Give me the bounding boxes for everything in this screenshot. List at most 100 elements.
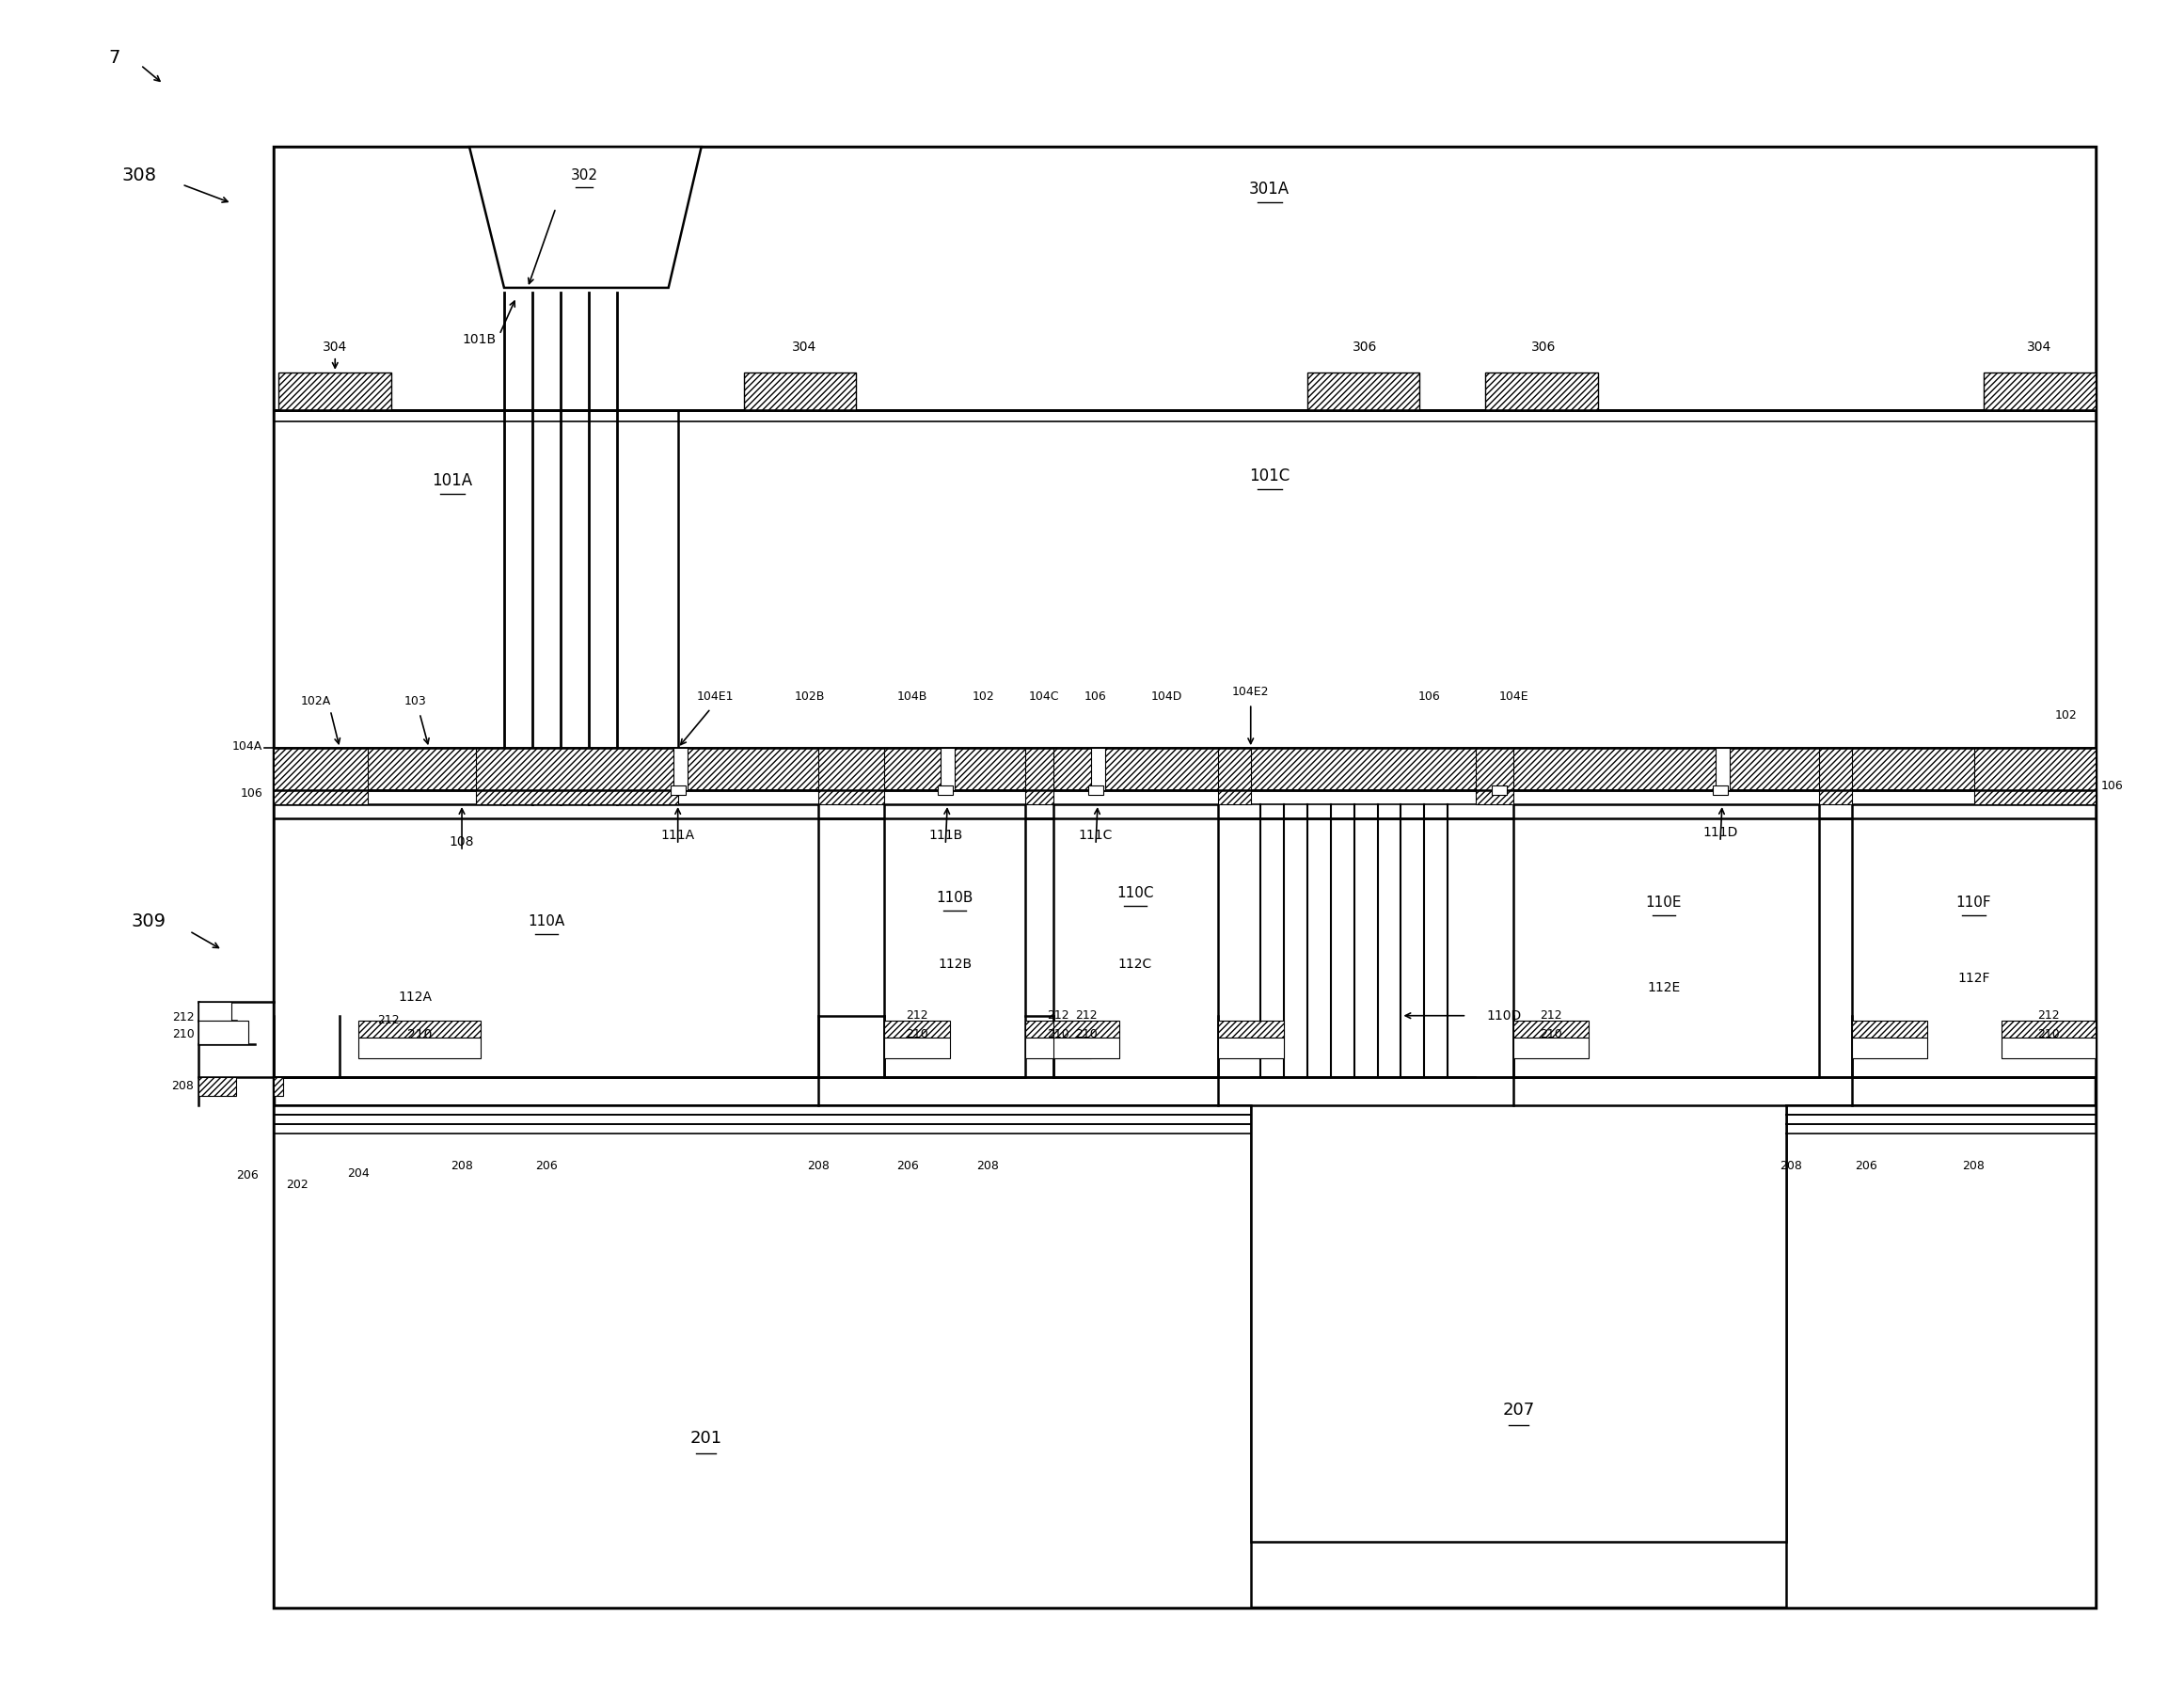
Polygon shape bbox=[470, 146, 701, 287]
Text: 108: 108 bbox=[450, 835, 474, 849]
Text: 304: 304 bbox=[793, 340, 817, 353]
Text: 101C: 101C bbox=[1249, 467, 1291, 484]
Bar bbox=[743, 372, 856, 410]
Bar bbox=[273, 804, 819, 1078]
Bar bbox=[1514, 804, 1819, 1078]
Bar bbox=[476, 748, 677, 804]
Bar bbox=[819, 748, 885, 804]
Text: 306: 306 bbox=[1352, 340, 1378, 353]
Text: 110D: 110D bbox=[1487, 1009, 1522, 1022]
Bar bbox=[1852, 804, 2097, 1078]
Text: 110E: 110E bbox=[1647, 896, 1682, 909]
Text: 106: 106 bbox=[1085, 691, 1107, 703]
Bar bbox=[670, 785, 686, 795]
Bar bbox=[885, 804, 1024, 1078]
Bar bbox=[1476, 748, 1514, 804]
Bar bbox=[1514, 1020, 1588, 1037]
Text: 206: 206 bbox=[1854, 1160, 1876, 1172]
Text: 112B: 112B bbox=[937, 958, 972, 970]
Bar bbox=[358, 1020, 480, 1037]
Text: 208: 208 bbox=[450, 1160, 474, 1172]
Text: 106: 106 bbox=[2101, 780, 2123, 792]
Bar bbox=[2003, 1020, 2097, 1037]
Text: 309: 309 bbox=[131, 913, 166, 931]
Text: 210: 210 bbox=[906, 1029, 928, 1041]
Text: 208: 208 bbox=[976, 1160, 998, 1172]
Text: 210: 210 bbox=[1046, 1029, 1070, 1041]
Bar bbox=[273, 748, 367, 804]
Text: 202: 202 bbox=[286, 1178, 308, 1190]
Text: 104B: 104B bbox=[898, 691, 928, 703]
Bar bbox=[273, 146, 2097, 410]
Bar bbox=[1251, 1104, 1787, 1541]
Text: 212: 212 bbox=[2038, 1010, 2060, 1022]
Text: 210: 210 bbox=[406, 1027, 432, 1041]
Text: 110F: 110F bbox=[1957, 896, 1992, 909]
Bar bbox=[885, 1037, 950, 1057]
Text: 208: 208 bbox=[1780, 1160, 1802, 1172]
Text: 208: 208 bbox=[808, 1160, 830, 1172]
Text: 201: 201 bbox=[690, 1431, 723, 1447]
Bar bbox=[1219, 1020, 1284, 1037]
Bar bbox=[1983, 372, 2097, 410]
Bar bbox=[273, 146, 2097, 1607]
Text: 306: 306 bbox=[1531, 340, 1557, 353]
Text: 210: 210 bbox=[1540, 1029, 1562, 1041]
Bar bbox=[1717, 748, 1730, 790]
Bar bbox=[199, 1020, 249, 1044]
Text: 210: 210 bbox=[2038, 1029, 2060, 1041]
Text: 102: 102 bbox=[972, 691, 994, 703]
Text: 206: 206 bbox=[898, 1160, 919, 1172]
Bar bbox=[280, 372, 391, 410]
Bar bbox=[2003, 1037, 2097, 1057]
Bar bbox=[1712, 785, 1728, 795]
Bar bbox=[1485, 372, 1599, 410]
Text: 204: 204 bbox=[347, 1167, 369, 1180]
Bar bbox=[273, 410, 2097, 819]
Text: 304: 304 bbox=[323, 340, 347, 353]
Bar bbox=[1092, 748, 1105, 790]
Bar bbox=[941, 748, 954, 790]
Text: 304: 304 bbox=[2027, 340, 2053, 353]
Bar bbox=[1852, 1037, 1926, 1057]
Text: 104C: 104C bbox=[1029, 691, 1059, 703]
Bar bbox=[1492, 785, 1507, 795]
Text: 212: 212 bbox=[1540, 1010, 1562, 1022]
Text: 210: 210 bbox=[1075, 1029, 1099, 1041]
Bar bbox=[1024, 748, 1053, 804]
Text: 112A: 112A bbox=[397, 990, 432, 1004]
Text: 308: 308 bbox=[122, 166, 157, 183]
Text: 101A: 101A bbox=[432, 472, 472, 489]
Text: 212: 212 bbox=[906, 1010, 928, 1022]
Bar bbox=[1219, 1037, 1284, 1057]
Bar bbox=[1024, 1020, 1092, 1037]
Text: 212: 212 bbox=[1075, 1010, 1099, 1022]
Text: 104E2: 104E2 bbox=[1232, 686, 1269, 698]
Text: 111B: 111B bbox=[928, 829, 963, 842]
Text: 102: 102 bbox=[2055, 709, 2077, 721]
Text: 7: 7 bbox=[109, 49, 120, 67]
Bar bbox=[885, 1020, 950, 1037]
Text: 104E1: 104E1 bbox=[697, 691, 734, 703]
Text: 212: 212 bbox=[1046, 1010, 1070, 1022]
Bar bbox=[1787, 1104, 2097, 1607]
Bar bbox=[1088, 785, 1103, 795]
Text: 112C: 112C bbox=[1118, 958, 1153, 970]
Bar bbox=[1974, 748, 2097, 804]
Text: 301A: 301A bbox=[1249, 180, 1291, 198]
Text: 210: 210 bbox=[173, 1029, 194, 1041]
Bar bbox=[273, 748, 2097, 790]
Text: 103: 103 bbox=[404, 694, 426, 708]
Bar bbox=[1819, 748, 1852, 804]
Text: 106: 106 bbox=[240, 787, 262, 798]
Text: 106: 106 bbox=[1417, 691, 1439, 703]
Text: 101B: 101B bbox=[461, 333, 496, 346]
Text: 207: 207 bbox=[1503, 1402, 1535, 1419]
Text: 112E: 112E bbox=[1647, 982, 1679, 993]
Text: 104E: 104E bbox=[1498, 691, 1529, 703]
Bar bbox=[1219, 748, 1251, 804]
Text: 206: 206 bbox=[236, 1170, 260, 1182]
Bar bbox=[199, 1078, 236, 1096]
Text: 208: 208 bbox=[1963, 1160, 1985, 1172]
Bar bbox=[1852, 1020, 1926, 1037]
